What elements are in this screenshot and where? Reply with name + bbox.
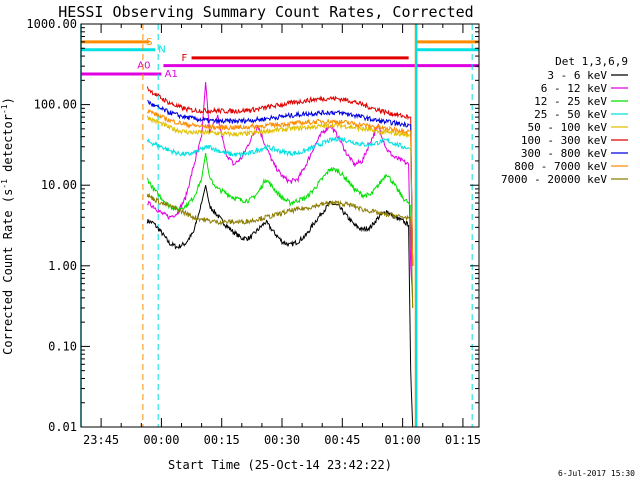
y-axis-label-main: Corrected Count Rate (s — [1, 189, 15, 355]
y-tick-label: 100.00 — [34, 98, 77, 112]
x-axis: 23:45 00:00 00:15 00:30 00:45 01:00 01:15 — [80, 24, 481, 447]
x-axis-label: Start Time (25-Oct-14 23:42:22) — [168, 458, 392, 472]
x-tick-label: 00:15 — [204, 433, 240, 447]
series-line — [146, 136, 414, 266]
flag-label: F — [182, 53, 188, 64]
y-axis-label: Corrected Count Rate (s-1 detector-1) — [0, 97, 15, 355]
chart-title: HESSI Observing Summary Count Rates, Cor… — [58, 3, 473, 21]
plot-frame — [80, 23, 480, 428]
y-tick-label: 10.00 — [41, 178, 77, 192]
y-axis-label-sup1: -1 — [0, 179, 9, 189]
x-tick-label: 23:45 — [83, 433, 119, 447]
x-tick-label: 01:15 — [445, 433, 481, 447]
legend-entry: 25 - 50 keV — [534, 108, 607, 121]
legend-entry: 100 - 300 keV — [521, 134, 607, 147]
series-line — [146, 153, 414, 308]
x-tick-label: 00:30 — [264, 433, 300, 447]
series-line — [146, 185, 414, 428]
series-line — [146, 192, 414, 308]
y-tick-label: 0.10 — [48, 339, 77, 353]
legend-title: Det 1,3,6,9 — [555, 55, 628, 68]
y-axis-label-end: ) — [1, 97, 15, 104]
time-markers — [80, 24, 473, 427]
series-line — [147, 82, 414, 298]
x-tick-label: 00:45 — [324, 433, 360, 447]
y-tick-label: 1000.00 — [26, 17, 77, 31]
legend-entry: 300 - 800 keV — [521, 147, 607, 160]
flag-label: N — [158, 45, 165, 56]
flag-label: A0 — [137, 61, 150, 72]
legend-entry: 800 - 7000 keV — [514, 160, 607, 173]
x-tick-label: 00:00 — [143, 433, 179, 447]
legend-entry: 7000 - 20000 keV — [501, 173, 607, 186]
series-group — [146, 82, 414, 428]
legend-entry: 6 - 12 keV — [541, 82, 608, 95]
observing-flags: SN F A0 A1 — [81, 37, 479, 80]
flag-label: A1 — [165, 69, 178, 80]
x-tick-label: 01:00 — [385, 433, 421, 447]
y-axis-label-mid: detector — [1, 114, 15, 179]
plot-timestamp: 6-Jul-2017 15:30 — [558, 469, 635, 478]
legend-entry: 50 - 100 keV — [528, 121, 608, 134]
y-tick-label: 0.01 — [48, 420, 77, 434]
y-axis-label-sup2: -1 — [0, 104, 9, 114]
series-line — [146, 109, 414, 266]
series-line — [147, 99, 414, 266]
y-tick-label: 1.00 — [48, 259, 77, 273]
series-line — [146, 115, 414, 266]
flag-label: S — [146, 37, 152, 48]
legend-entry: 3 - 6 keV — [547, 69, 607, 82]
y-axis: 1000.00 100.00 10.00 1.00 0.10 0.01 — [26, 17, 479, 434]
legend-entry: 12 - 25 keV — [534, 95, 607, 108]
series-line — [146, 86, 414, 266]
